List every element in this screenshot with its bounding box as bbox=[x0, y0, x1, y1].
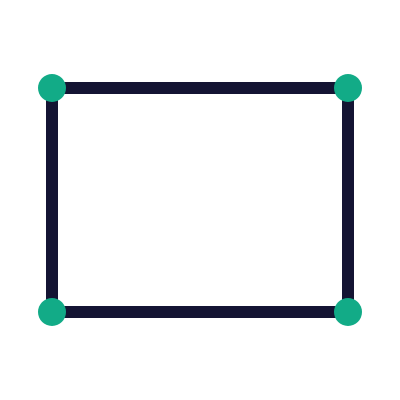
vertex-bottom-left bbox=[38, 298, 66, 326]
vertex-bottom-right bbox=[334, 298, 362, 326]
rectangle-edges bbox=[46, 82, 354, 318]
vertex-top-left bbox=[38, 74, 66, 102]
rectangle-vertices bbox=[38, 74, 362, 326]
vertex-top-right bbox=[334, 74, 362, 102]
